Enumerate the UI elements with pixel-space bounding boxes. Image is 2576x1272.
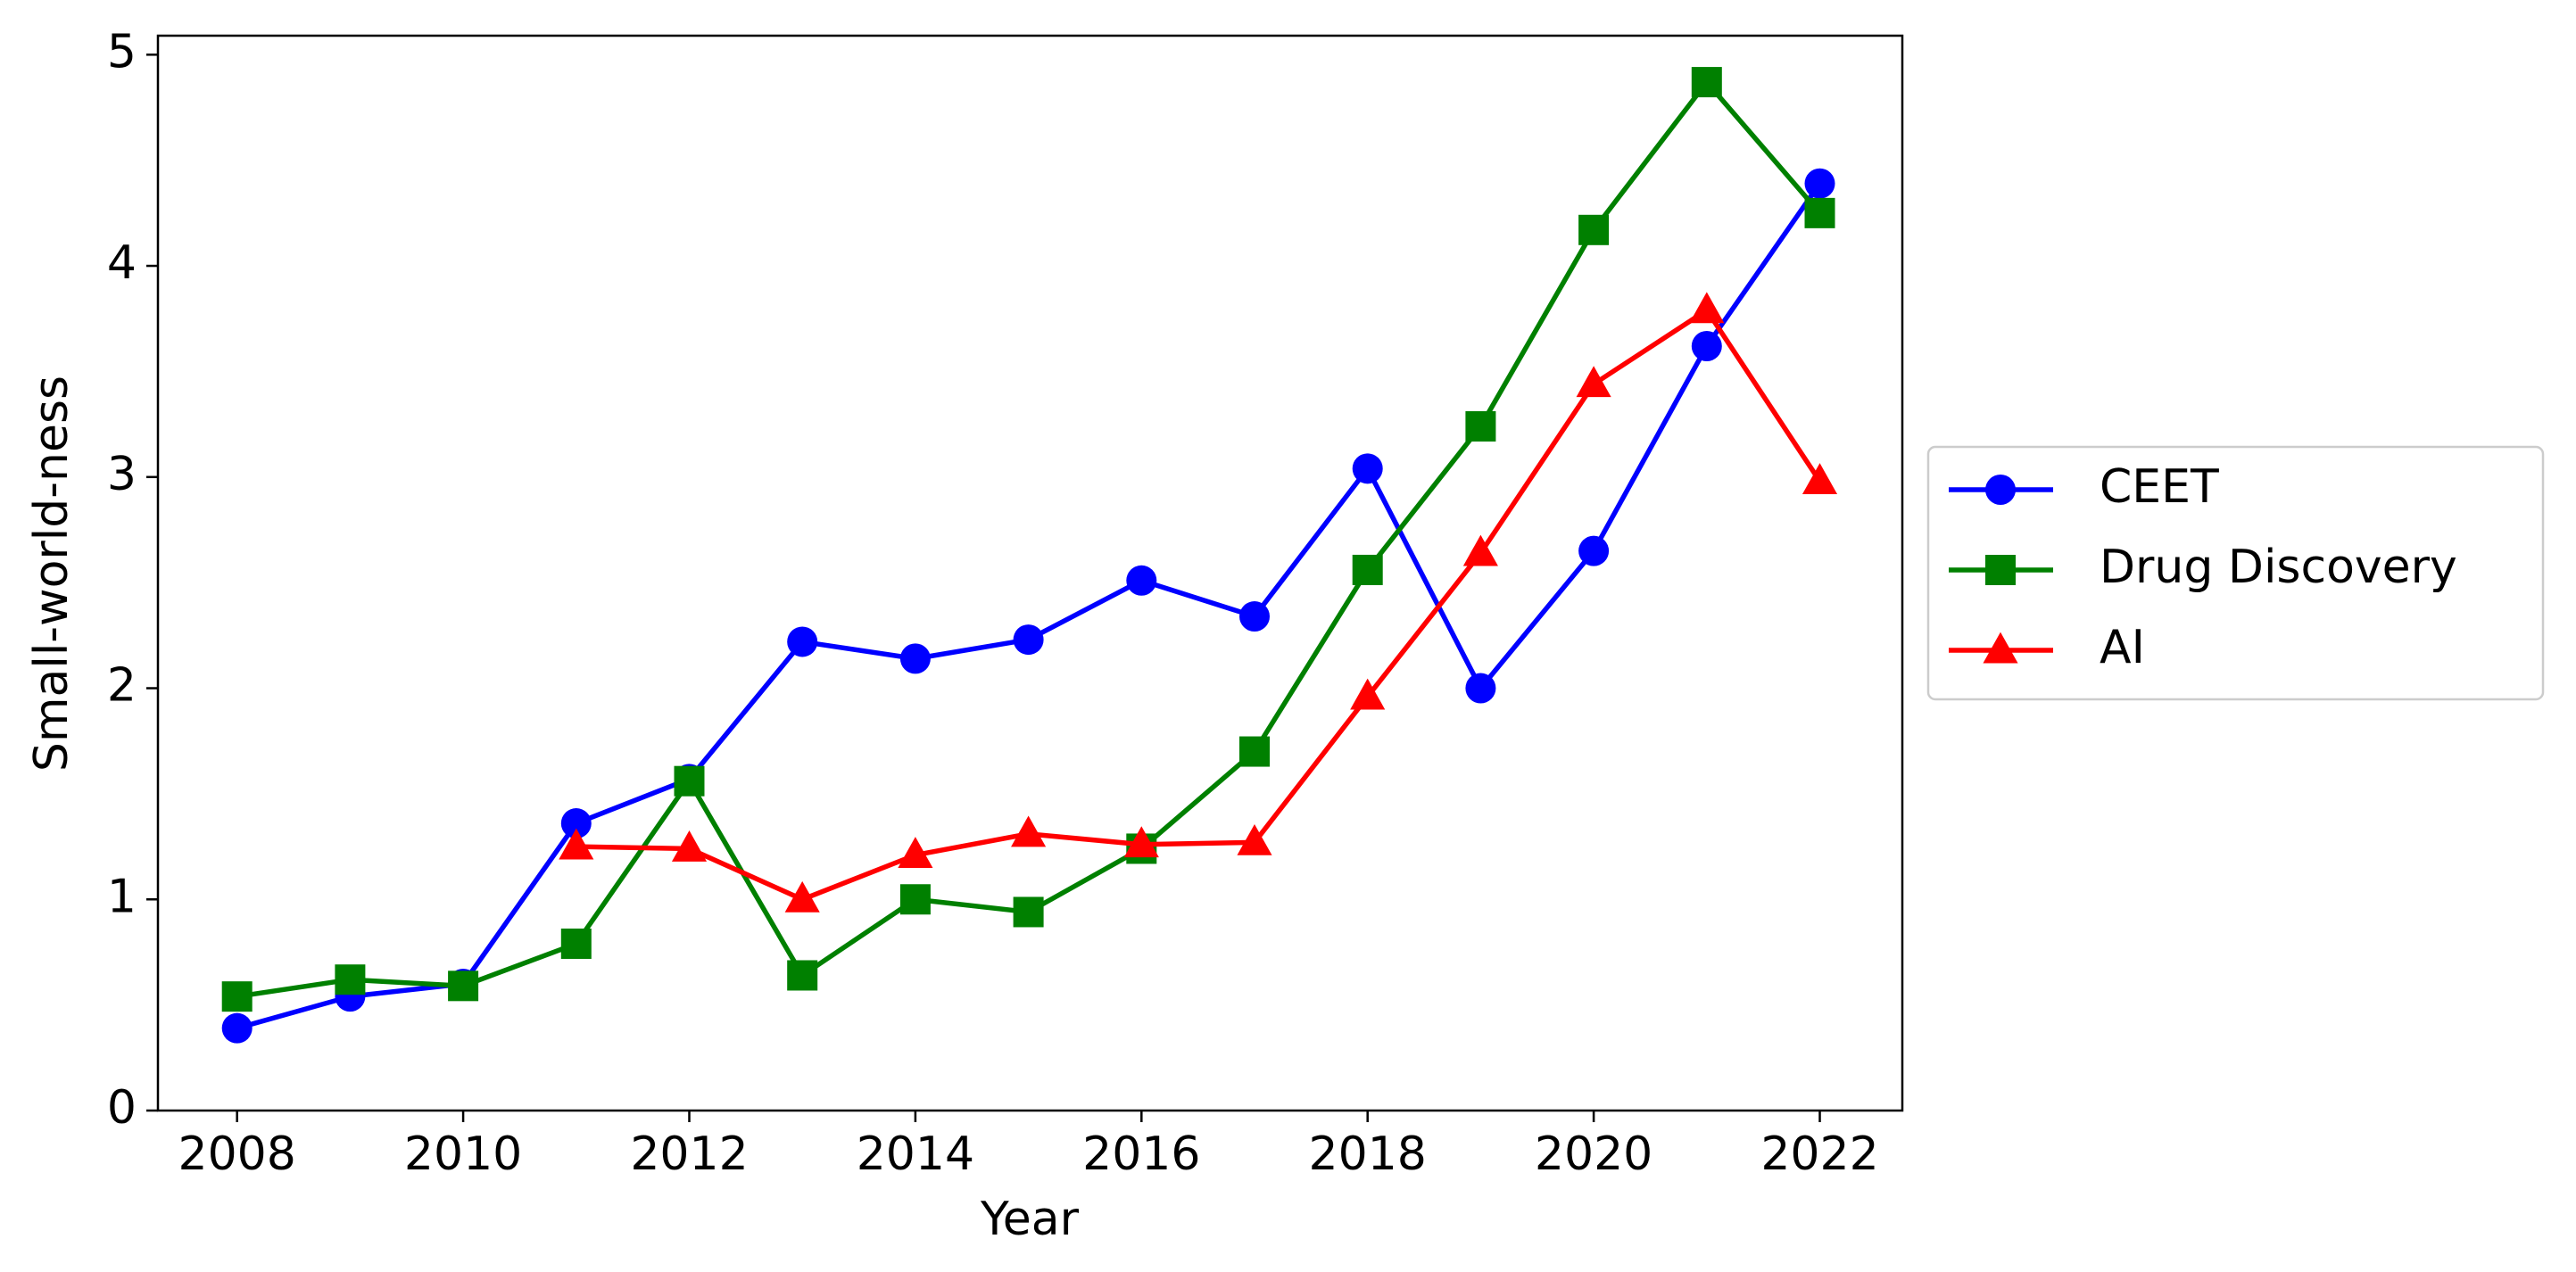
marker [674,765,705,797]
marker [1011,815,1047,847]
marker [671,830,708,862]
y-tick-label: 1 [107,870,137,923]
marker [1691,331,1722,362]
marker [1578,214,1610,245]
marker [1465,410,1496,442]
x-tick-label: 2012 [630,1127,748,1181]
x-tick-label: 2008 [178,1127,296,1181]
marker [221,1012,253,1044]
marker [1239,736,1271,767]
legend-box [1926,445,2545,701]
y-tick-label: 4 [107,236,137,290]
marker [559,828,594,860]
marker [1352,554,1383,585]
x-tick-label: 2014 [857,1127,974,1181]
legend: CEET Drug Discovery AI [1926,445,2545,701]
legend-marker [1985,555,2016,585]
marker [1350,678,1386,710]
marker [899,884,931,915]
marker [1802,463,1838,494]
y-axis-label: Small-world-ness [25,376,79,772]
series-line [576,308,1822,903]
marker [1465,673,1496,704]
x-tick-label: 2020 [1535,1127,1652,1181]
y-tick-label: 5 [107,25,137,78]
legend-label: AI [2100,621,2145,674]
marker [1804,197,1835,228]
legend-label: Drug Discovery [2100,541,2457,594]
y-tick-label: 0 [107,1081,137,1135]
plot-frame [156,34,1904,1112]
x-tick-label: 2022 [1760,1127,1878,1181]
marker [1237,823,1272,855]
marker [1013,624,1044,656]
marker [1352,453,1383,484]
marker [560,808,592,839]
marker [221,981,253,1012]
x-tick-label: 2010 [404,1127,522,1181]
marker [1462,534,1498,566]
legend-marker [1985,475,2016,505]
legend-label: CEET [2100,460,2219,514]
x-axis-label: Year [980,1193,1080,1246]
marker [787,626,818,657]
y-tick-label: 3 [107,448,137,501]
marker [1578,535,1610,566]
marker [899,643,931,674]
marker [784,880,820,913]
x-tick-label: 2018 [1309,1127,1427,1181]
marker [1123,826,1159,858]
marker [898,837,933,868]
x-tick-label: 2016 [1082,1127,1200,1181]
marker [335,964,366,995]
marker [787,960,818,991]
marker [1126,565,1157,596]
marker [1576,366,1611,398]
marker [1804,168,1835,199]
marker [1013,896,1044,928]
marker [1239,601,1271,632]
marker [1689,292,1725,324]
y-tick-label: 2 [107,659,137,713]
legend-marker [1983,632,2018,664]
marker [1691,67,1722,98]
marker [448,971,479,1002]
marker [560,928,592,959]
